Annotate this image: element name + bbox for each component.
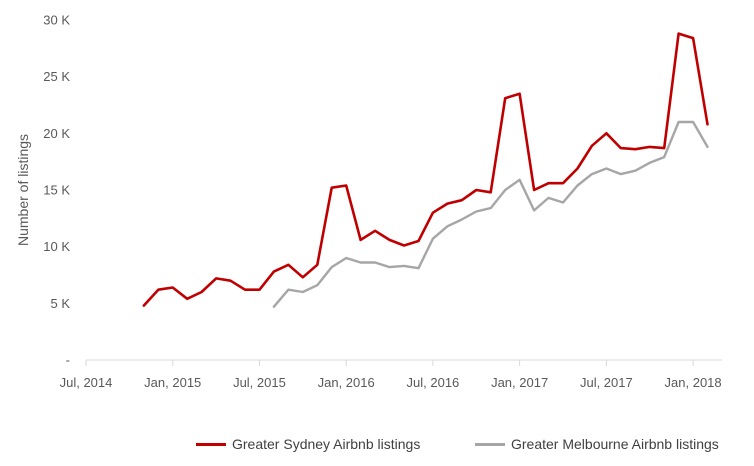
y-tick-label: 25 K <box>43 69 70 84</box>
y-tick-label: 30 K <box>43 13 70 28</box>
legend-swatch-melbourne <box>475 442 505 446</box>
legend: Greater Sydney Airbnb listings Greater M… <box>0 436 754 458</box>
x-tick-label: Jul, 2015 <box>233 375 286 390</box>
legend-label-melbourne: Greater Melbourne Airbnb listings <box>511 436 719 452</box>
legend-label-sydney: Greater Sydney Airbnb listings <box>232 436 421 452</box>
series-line-melbourne <box>272 120 709 308</box>
y-tick-label: - <box>66 353 70 368</box>
y-axis-label: Number of listings <box>15 134 31 246</box>
x-tick-label: Jan, 2017 <box>491 375 548 390</box>
y-tick-label: 15 K <box>43 183 70 198</box>
y-tick-label: 5 K <box>50 296 70 311</box>
x-tick-label: Jul, 2017 <box>580 375 633 390</box>
legend-swatch-sydney <box>196 442 226 446</box>
x-tick-label: Jan, 2015 <box>144 375 201 390</box>
y-tick-label: 20 K <box>43 126 70 141</box>
line-chart: - 5 K 10 K 15 K 20 K 25 K 30 K Jul, 2014 Jan, 2… <box>15 13 722 390</box>
legend-item-sydney: Greater Sydney Airbnb listings <box>196 436 420 452</box>
y-axis: - 5 K 10 K 15 K 20 K 25 K 30 K <box>43 13 70 368</box>
x-tick-label: Jul, 2016 <box>407 375 460 390</box>
series-line-sydney <box>142 32 709 307</box>
x-tick-label: Jan, 2018 <box>665 375 722 390</box>
x-tick-label: Jan, 2016 <box>318 375 375 390</box>
series-layer <box>142 32 709 308</box>
x-axis: Jul, 2014 Jan, 2015 Jul, 2015 Jan, 2016 Jul,… <box>60 359 722 390</box>
legend-item-melbourne: Greater Melbourne Airbnb listings <box>475 436 719 452</box>
x-tick-label: Jul, 2014 <box>60 375 113 390</box>
y-tick-label: 10 K <box>43 239 70 254</box>
